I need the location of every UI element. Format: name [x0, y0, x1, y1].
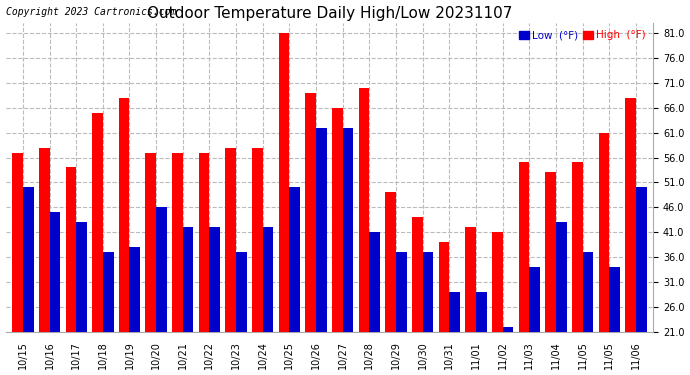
Bar: [12, 153, 23, 332]
Bar: [519, 162, 529, 332]
Bar: [369, 232, 380, 332]
Bar: [412, 217, 423, 332]
Bar: [582, 252, 593, 332]
Bar: [146, 153, 156, 332]
Bar: [476, 292, 486, 332]
Bar: [236, 252, 247, 332]
Bar: [252, 147, 263, 332]
Bar: [226, 147, 236, 332]
Bar: [289, 188, 300, 332]
Bar: [130, 247, 140, 332]
Bar: [306, 93, 316, 332]
Bar: [556, 222, 566, 332]
Bar: [66, 168, 76, 332]
Bar: [172, 153, 183, 332]
Bar: [92, 113, 103, 332]
Bar: [263, 227, 273, 332]
Title: Outdoor Temperature Daily High/Low 20231107: Outdoor Temperature Daily High/Low 20231…: [147, 6, 512, 21]
Bar: [465, 227, 476, 332]
Bar: [316, 128, 327, 332]
Bar: [103, 252, 113, 332]
Bar: [279, 33, 289, 332]
Bar: [599, 133, 609, 332]
Bar: [625, 98, 636, 332]
Bar: [210, 227, 220, 332]
Bar: [609, 267, 620, 332]
Bar: [119, 98, 130, 332]
Bar: [572, 162, 582, 332]
Bar: [545, 172, 556, 332]
Bar: [502, 327, 513, 332]
Bar: [449, 292, 460, 332]
Bar: [359, 88, 369, 332]
Bar: [636, 188, 647, 332]
Bar: [50, 212, 60, 332]
Bar: [343, 128, 353, 332]
Bar: [492, 232, 502, 332]
Bar: [423, 252, 433, 332]
Bar: [439, 242, 449, 332]
Bar: [529, 267, 540, 332]
Bar: [76, 222, 87, 332]
Bar: [23, 188, 34, 332]
Text: Copyright 2023 Cartronics.com: Copyright 2023 Cartronics.com: [6, 7, 176, 17]
Bar: [385, 192, 396, 332]
Bar: [156, 207, 167, 332]
Bar: [39, 147, 50, 332]
Bar: [199, 153, 210, 332]
Bar: [183, 227, 193, 332]
Bar: [396, 252, 406, 332]
Legend: Low  (°F), High  (°F): Low (°F), High (°F): [517, 28, 648, 42]
Bar: [332, 108, 343, 332]
